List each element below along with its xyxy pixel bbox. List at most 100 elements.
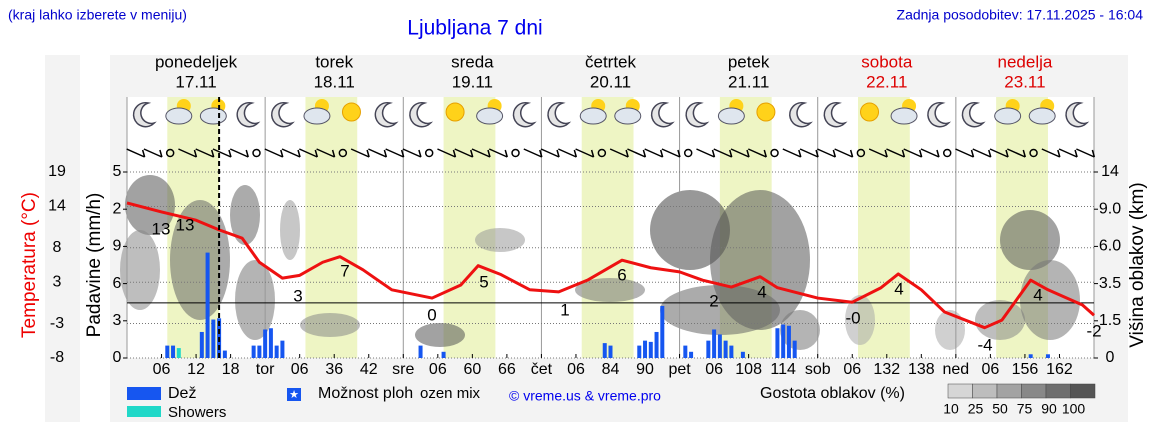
temp-annotation: 4 (894, 279, 903, 298)
temp-tick-label: -8 (50, 349, 64, 366)
wind-barb (955, 148, 975, 158)
wind-calm (683, 148, 693, 158)
icon-moon (374, 101, 399, 128)
wind-calm (252, 148, 261, 158)
day-name: sreda (451, 52, 494, 71)
wind-barb (834, 148, 854, 158)
x-tick-label: 06 (843, 361, 861, 378)
density-swatch (947, 383, 973, 399)
x-tick-label: pet (668, 361, 691, 378)
temp-annotation: -0 (845, 308, 860, 327)
legend-swatch (127, 387, 161, 400)
precip-bar (723, 340, 728, 358)
precip-bar (171, 345, 176, 358)
cloud-shade (475, 228, 525, 252)
updated: Zadnja posodobitev: 17.11.2025 - 16:04 (897, 7, 1144, 23)
density-label: 100 (1062, 401, 1086, 417)
x-tick-label: 18 (222, 361, 240, 378)
wind-barb (212, 148, 232, 158)
wind-barb (195, 148, 215, 158)
precip-bar (205, 252, 210, 358)
x-tick-label: 90 (636, 361, 654, 378)
x-tick-label: 132 (873, 361, 900, 378)
wind-barb (782, 148, 802, 158)
daylight-band (443, 97, 496, 358)
day-name: sobota (861, 52, 913, 71)
wind-calm (856, 148, 866, 158)
precip-tick-label: 6 (113, 275, 122, 292)
legend-label: Možnost ploh (318, 385, 413, 402)
precip-bar (660, 305, 665, 358)
precip-bar (165, 345, 170, 358)
precip-tick-label: 9 (113, 238, 122, 255)
x-tick-label: 06 (291, 361, 309, 378)
density-label: 10 (943, 401, 959, 417)
icon-moon (823, 101, 848, 128)
wind-barb (264, 148, 284, 158)
icon-cloud (614, 107, 642, 125)
x-tick-label: 06 (153, 361, 171, 378)
cloud-shade (235, 260, 275, 340)
precip-bar (268, 328, 273, 358)
wind-barb (385, 148, 405, 158)
temp-tick-label: 8 (53, 239, 62, 256)
cloud-shade (780, 310, 820, 350)
icon-sun (341, 102, 361, 122)
density-label: 25 (968, 401, 984, 417)
cloud-shade (575, 278, 645, 302)
precip-bar (792, 340, 797, 358)
icon-moon (927, 101, 952, 128)
temp-tick-label: 3 (53, 273, 62, 290)
day-name: torek (315, 52, 353, 71)
precip-bar (643, 340, 648, 358)
precip-tick-label: 5 (113, 163, 122, 180)
precip-bar (176, 348, 181, 358)
day-date: 23.11 (1004, 72, 1045, 91)
wind-barb (903, 148, 923, 158)
wind-barb (488, 148, 508, 158)
precip-bar (418, 345, 423, 358)
day-date: 19.11 (452, 72, 493, 91)
temp-annotation: 7 (340, 261, 349, 280)
precip-bar (689, 351, 694, 358)
wind-calm (338, 148, 348, 158)
precip-axis-title: Padavine (mm/h) (84, 193, 105, 338)
wind-barb (540, 148, 560, 158)
icon-cloud (165, 107, 193, 125)
precip-bar (1045, 354, 1050, 358)
temp-tick-label: 14 (48, 198, 66, 215)
icon-moon (132, 101, 157, 128)
precip-bar (274, 345, 279, 358)
x-tick-label: 162 (1046, 361, 1073, 378)
wind-barb (1076, 148, 1096, 158)
wind-barb (471, 148, 491, 158)
temp-annotation: 4 (757, 282, 766, 301)
precip-bar (654, 331, 659, 358)
x-tick-label: 06 (705, 361, 723, 378)
daylight-band (581, 97, 634, 358)
wind-barb (1041, 148, 1061, 158)
wind-barb (126, 148, 146, 158)
cloud-shade (280, 200, 300, 260)
icon-moon (547, 101, 572, 128)
temp-tick-label: 19 (48, 163, 66, 180)
temp-annotation: 0 (427, 305, 436, 324)
x-tick-label: 156 (1012, 361, 1039, 378)
cloud-shade (120, 230, 160, 310)
icon-cloud (890, 107, 918, 125)
wind-barb (868, 148, 888, 158)
legend-label: ozen mix (420, 385, 481, 402)
icon-moon (512, 101, 537, 128)
temp-annotation: 1 (560, 300, 569, 319)
wind-barb (817, 148, 837, 158)
day-date: 21.11 (728, 72, 769, 91)
icon-cloud (1028, 107, 1056, 125)
precip-bar (706, 340, 711, 358)
temp-tick-label: -3 (50, 315, 64, 332)
precip-bar (199, 331, 204, 358)
precip-bar (740, 351, 745, 358)
density-title: Gostota oblakov (%) (760, 385, 905, 402)
precip-bar (781, 324, 786, 358)
wind-calm (597, 148, 607, 158)
